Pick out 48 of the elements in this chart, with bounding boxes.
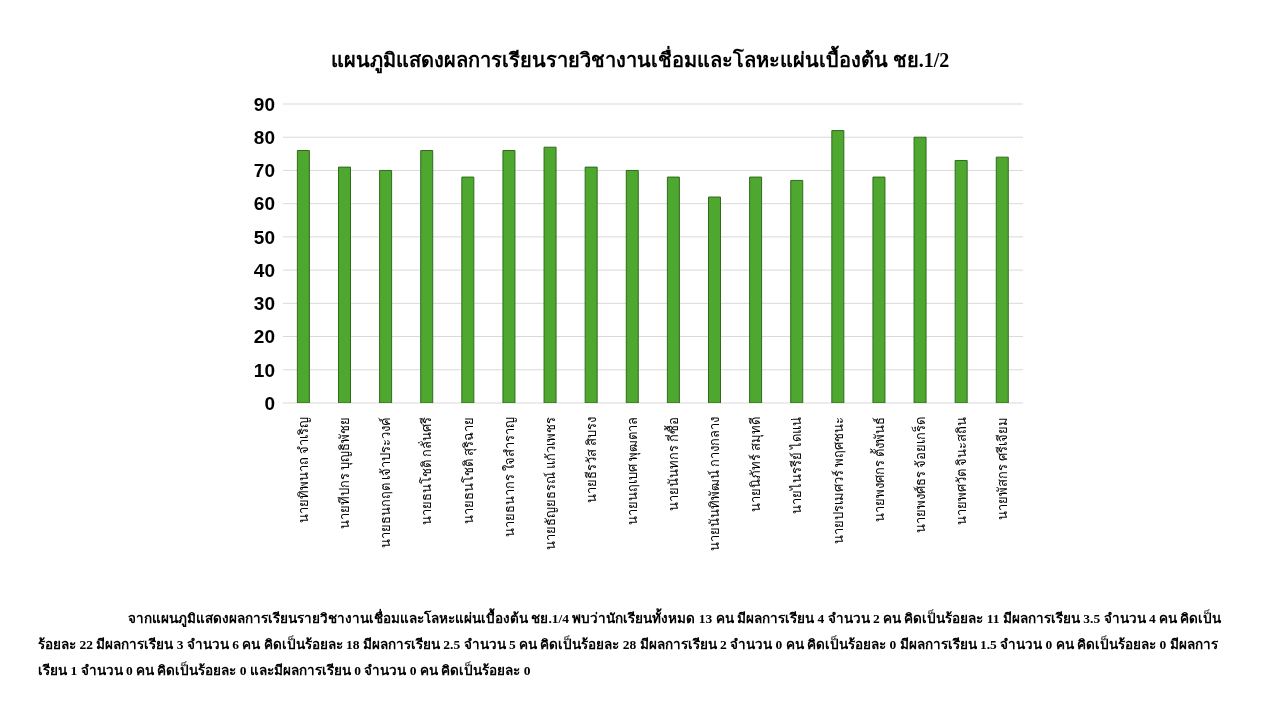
x-tick-label: นายพงศ์ธร จ้อยเกร็ด	[910, 417, 928, 534]
bar	[666, 176, 680, 403]
y-tick-label: 90	[253, 93, 275, 115]
bar	[995, 156, 1009, 403]
y-tick-label: 30	[253, 293, 275, 315]
y-tick-label: 70	[253, 160, 275, 182]
bar	[420, 150, 434, 403]
x-tick-label: นายนันทิพัฒน์ กางกลาง	[707, 417, 723, 552]
bar	[296, 150, 310, 403]
x-tick-label: นายพศวัต จินะสถิน	[953, 417, 969, 526]
y-tick-label: 50	[253, 226, 275, 248]
bar	[625, 169, 639, 403]
y-tick-label: 0	[264, 392, 275, 414]
x-tick-label: นายธนากร ใจสำราญ	[501, 417, 517, 538]
x-tick-label: นายนิภัทร์ สมุทดี	[748, 417, 765, 513]
x-tick-label: นายไนรรีย์ ไดแน่	[789, 417, 805, 515]
bar	[872, 176, 886, 403]
bar	[954, 159, 968, 403]
x-tick-label: นายปรเมศวร์ พฤศชนะ	[830, 417, 846, 545]
y-tick-label: 60	[253, 193, 275, 215]
x-tick-label: นายธีรวัส สิบรง	[583, 417, 599, 504]
bar	[913, 136, 927, 403]
x-tick-label: นายพัสกร ศรีเจียม	[994, 417, 1010, 521]
x-tick-label: นายทิพนาถ จำเริญ	[296, 417, 312, 524]
bar	[338, 166, 351, 403]
x-tick-label: นายนันทกร กี่ซื้อ	[664, 417, 682, 512]
y-tick-label: 10	[253, 359, 275, 381]
bar	[749, 176, 763, 403]
text: จากแผนภูมิแสดงผลการเรียนรายวิชางานเชื่อมและโลหะแผ่นเบื้องต้น ชย.1/4 พบว่านักเรียนทั้งหมด 13 คน มีผลการเรียน 4 จำนวน 2 คน คิดเป็นร้อยละ 11 มีผลการเรียน 3.5 จำนวน 4 คน คิดเป็นร้อยละ 22 มีผลการเรียน 3 จำนวน 6 คน คิดเป็นร้อยละ 18 มีผลการเรียน 2.5 จำนวน 5 คน คิดเป็นร้อยละ 28 มีผลการเรียน 2 จำนวน 0 คน คิดเป็นร้อยละ 0 มีผลการเรียน 1.5 จำนวน 0 คน คิดเป็นร้อยละ 0 มีผลการเรียน 1 จำนวน 0 คน คิดเป็นร้อยละ 0 และมีผลการเรียน 0 จำนวน 0 คน คิดเป็นร้อยละ 0	[38, 607, 1223, 680]
bar	[584, 166, 598, 403]
bar	[543, 146, 557, 403]
x-tick-label: นายพงศกร ตั้งพันธ์	[869, 417, 887, 523]
y-tick-label: 40	[253, 259, 275, 281]
bar	[379, 169, 393, 403]
chart-title: แผนภูมิแสดงผลการเรียนรายวิชางานเชื่อมและโลหะแผ่นเบื้องต้น ชย.1/2	[329, 44, 951, 76]
bar	[502, 150, 516, 403]
y-tick-label: 20	[253, 326, 275, 348]
bar	[790, 179, 804, 403]
bar	[708, 196, 721, 403]
y-tick-label: 80	[253, 126, 275, 148]
x-tick-label: นายธนกฤต เจ้าประวงค์	[378, 417, 394, 549]
x-tick-label: นายธัญยธรณ์ แก้วเพชร	[542, 417, 558, 551]
x-tick-label: นายนฤเบศ พุฒตาล	[624, 417, 641, 526]
x-tick-label: นายธนโชติ กลั่นศรี	[418, 417, 435, 526]
bar	[461, 176, 475, 403]
bar	[831, 130, 845, 403]
x-tick-label: นายทีปกร บุญธิพัชย	[337, 417, 354, 530]
x-tick-label: นายธนโชติ สุริฉาย	[460, 417, 477, 525]
